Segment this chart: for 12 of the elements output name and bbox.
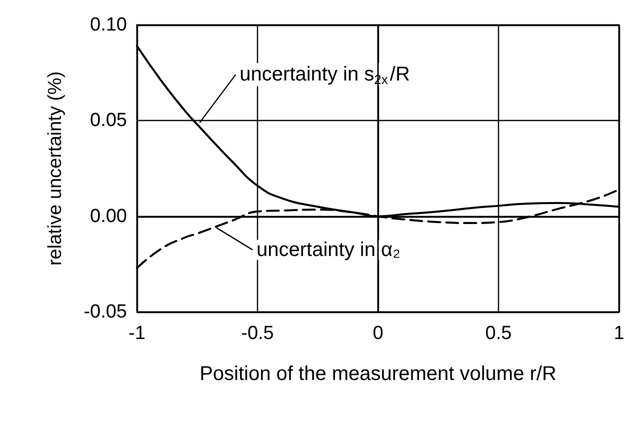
x-tick-label: 1 [614,323,624,344]
x-tick-label: 0.5 [485,323,512,344]
x-tick-label: -0.5 [241,323,274,344]
x-axis-title: Position of the measurement volume r/R [200,363,556,385]
y-tick-label: 0.00 [90,206,127,227]
y-tick-label: -0.05 [84,302,127,322]
annotation: uncertainty in α₂ [256,238,400,261]
x-tick-label: -1 [128,323,146,344]
y-tick-label: 0.05 [90,110,127,132]
y-tick-label: 0.10 [90,14,127,36]
y-axis-title: relative uncertainty (%) [45,71,66,266]
x-tick-label: 0 [372,323,384,344]
